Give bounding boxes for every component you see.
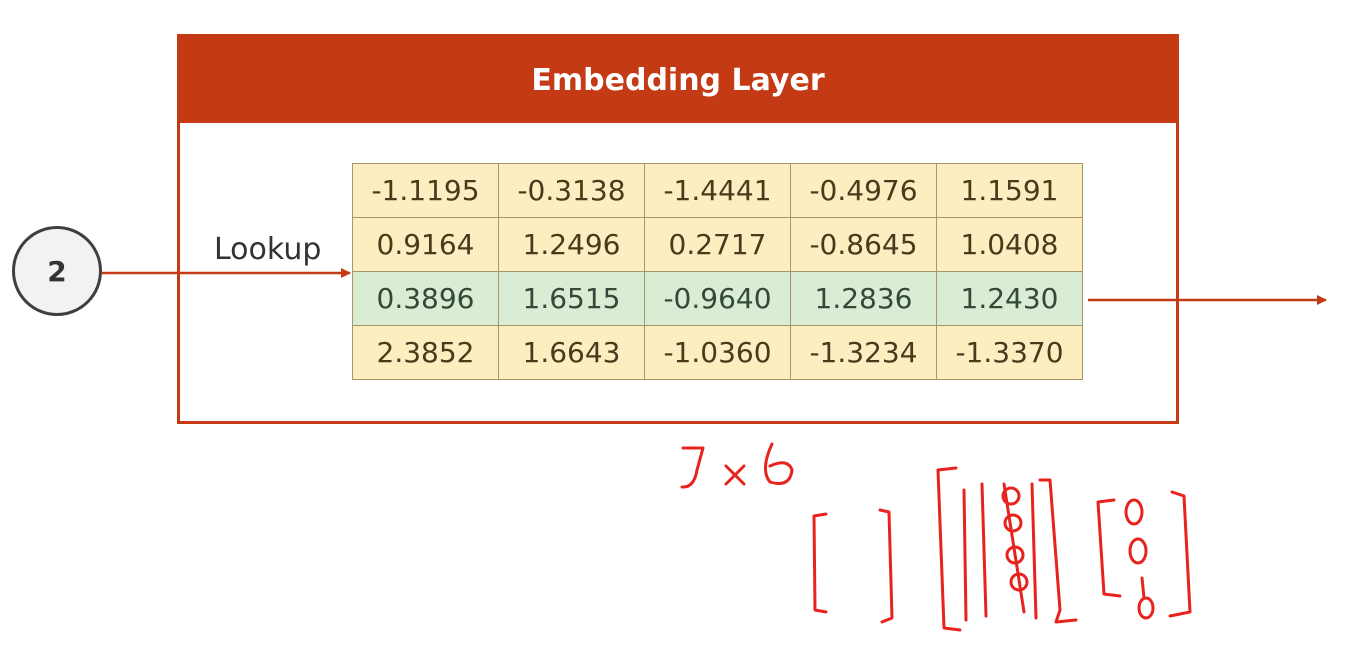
- matrix-cell: -1.3370: [936, 325, 1083, 380]
- matrix-cell: 0.2717: [644, 217, 791, 272]
- matrix-cell: 1.1591: [936, 163, 1083, 218]
- matrix-row: -1.1195 -0.3138 -1.4441 -0.4976 1.1591: [352, 163, 1083, 218]
- matrix-cell: -1.3234: [790, 325, 937, 380]
- empty-bracket-scribble: [812, 508, 894, 624]
- input-token-node: 2: [12, 226, 102, 316]
- matrix-cell: -0.8645: [790, 217, 937, 272]
- matrix-cell: 0.3896: [352, 271, 499, 326]
- matrix-cell: 2.3852: [352, 325, 499, 380]
- one-hot-vector-scribble: [1096, 490, 1192, 620]
- lookup-label: Lookup: [214, 232, 322, 267]
- layer-title: Embedding Layer: [180, 37, 1176, 123]
- matrix-cell: -0.4976: [790, 163, 937, 218]
- matrix-cell: -1.0360: [644, 325, 791, 380]
- dimension-note-scribble: [680, 442, 794, 489]
- matrix-cell: 1.0408: [936, 217, 1083, 272]
- embedding-matrix: -1.1195 -0.3138 -1.4441 -0.4976 1.1591 0…: [352, 163, 1083, 380]
- matrix-cell: -1.4441: [644, 163, 791, 218]
- matrix-cell: 0.9164: [352, 217, 499, 272]
- matrix-cell: 1.6515: [498, 271, 645, 326]
- matrix-cell: -1.1195: [352, 163, 499, 218]
- matrix-cell: 1.2430: [936, 271, 1083, 326]
- matrix-cell: 1.6643: [498, 325, 645, 380]
- matrix-row: 2.3852 1.6643 -1.0360 -1.3234 -1.3370: [352, 325, 1083, 380]
- input-token-value: 2: [47, 254, 67, 288]
- matrix-row: 0.9164 1.2496 0.2717 -0.8645 1.0408: [352, 217, 1083, 272]
- handwritten-annotations: [680, 442, 1192, 632]
- column-matrix-scribble: [936, 466, 1078, 632]
- matrix-cell: 1.2496: [498, 217, 645, 272]
